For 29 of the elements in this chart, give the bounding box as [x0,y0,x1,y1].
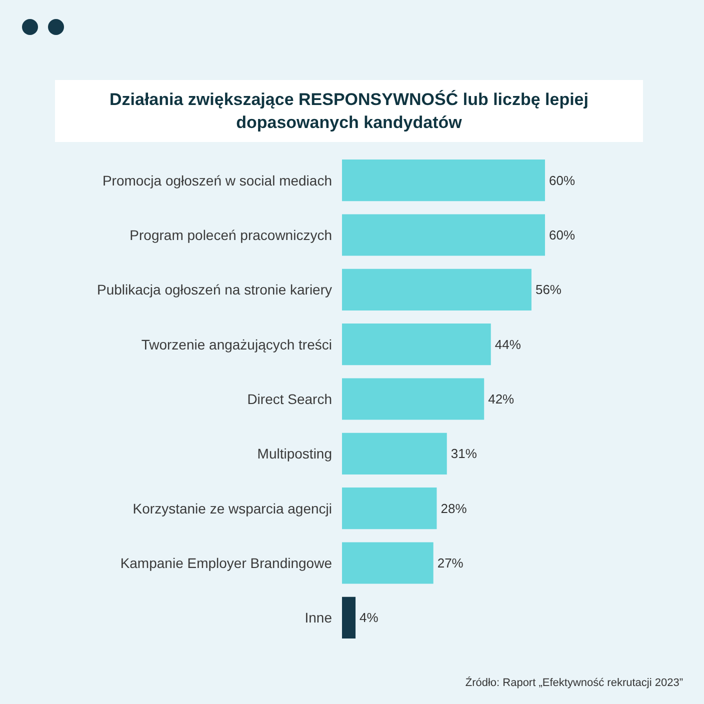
y-tick-label: Direct Search [247,391,332,407]
data-label: 27% [437,556,464,570]
data-label: 56% [535,282,562,298]
bar [342,324,491,366]
data-label: 31% [450,446,478,462]
y-tick-label: Kampanie Employer Brandingowe [120,555,332,571]
bar [342,432,447,474]
bar [342,542,434,584]
bar [342,160,545,202]
data-label: 60% [549,172,576,188]
y-tick-label: Promocja ogłoszeń w social mediach [102,172,332,188]
y-tick-label: Inne [304,610,332,626]
y-tick-label: Program poleceń pracowniczych [130,227,332,243]
chart-title: Działania zwiększające RESPONSYWNOŚĆ lub liczbę lepiej dopasowanych kandydatów [55,80,643,142]
bar [342,488,437,530]
bar [342,268,532,310]
text: Źródło: Raport „Efektywność rekrutacji 2023” [465,677,683,689]
bar [342,596,356,638]
data-label: 42% [488,392,515,406]
bar [342,378,484,420]
data-label: 4% [360,610,379,626]
data-label: 60% [549,228,576,242]
y-tick-label: Multiposting [257,446,332,462]
data-label: 28% [440,500,468,516]
data-label: 44% [494,336,522,352]
y-tick-label: Tworzenie angażujących treści [141,336,332,352]
y-tick-label: Korzystanie ze wsparcia agencji [132,500,332,516]
y-tick-label: Publikacja ogłoszeń na stronie kariery [96,282,332,298]
bar [342,214,545,256]
